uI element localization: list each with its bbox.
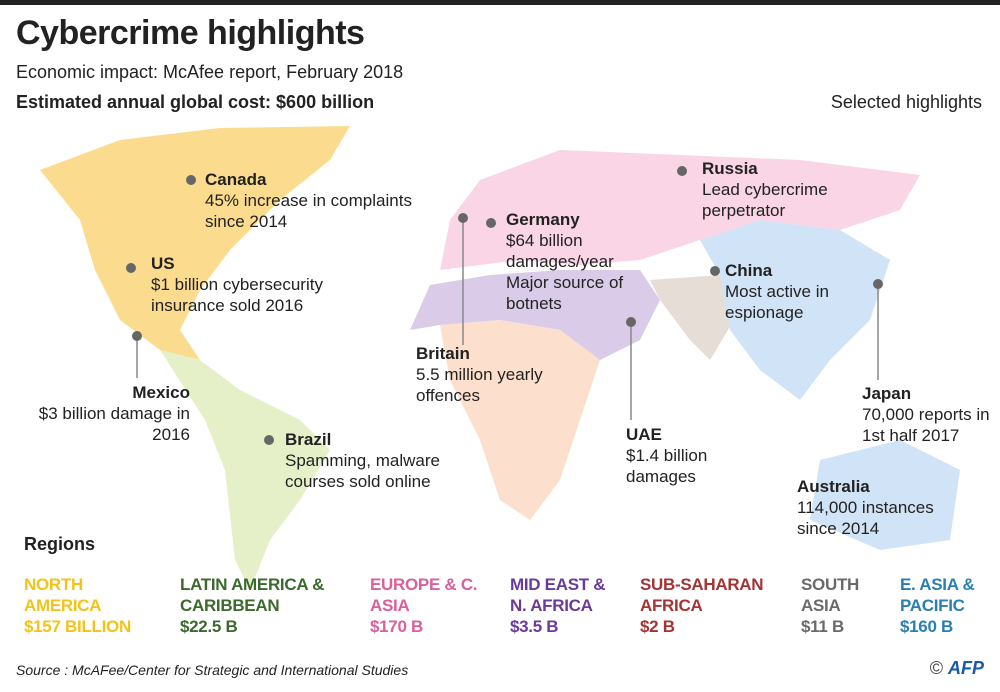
page-title: Cybercrime highlights (16, 14, 365, 52)
legend-east-asia: E. ASIA & PACIFIC $160 B (900, 575, 975, 636)
highlight-germany: Germany $64 billion damages/year Major so… (506, 210, 624, 313)
legend-latin-america: LATIN AMERICA & CARIBBEAN $22.5 B (180, 575, 325, 636)
highlight-russia: Russia Lead cybercrime perpetrator (702, 159, 828, 220)
global-cost: Estimated annual global cost: $600 billi… (16, 92, 375, 112)
marker-russia (677, 166, 687, 176)
region-mideast (410, 270, 660, 360)
top-bar (0, 0, 1000, 5)
region-south-asia (650, 275, 740, 360)
marker-china (710, 266, 720, 276)
highlight-uae: UAE $1.4 billion damages (626, 425, 708, 486)
highlight-brazil: Brazil Spamming, malware courses sold onl… (285, 430, 440, 491)
region-europe-asia (440, 150, 920, 270)
region-east-asia (700, 220, 960, 550)
highlight-canada: Canada 45% increase in complaints since 2… (205, 170, 412, 231)
legend-sub-saharan-africa: SUB-SAHARAN AFRICA $2 B (640, 575, 764, 636)
marker-uae (626, 317, 636, 327)
subtitle: Economic impact: McAfee report, February… (16, 62, 404, 82)
highlight-china: China Most active in espionage (725, 261, 829, 322)
highlight-britain: Britain 5.5 million yearly offences (416, 344, 543, 405)
legend-europe-asia: EUROPE & C. ASIA $170 B (370, 575, 478, 636)
selected-highlights-label: Selected highlights (830, 92, 982, 112)
highlight-japan: Japan 70,000 reports in 1st half 2017 (862, 384, 990, 445)
region-africa (440, 320, 600, 520)
legend-mideast: MID EAST & N. AFRICA $3.5 B (510, 575, 606, 636)
marker-us (126, 263, 136, 273)
marker-japan (873, 279, 883, 289)
afp-logo: © AFP (929, 658, 984, 678)
marker-germany (486, 218, 496, 228)
region-latin-america (160, 350, 330, 590)
region-north-america (40, 126, 350, 360)
highlight-mexico: Mexico $3 billion damage in 2016 (38, 383, 190, 444)
legend-north-america: NORTH AMERICA $157 BILLION (24, 575, 131, 636)
highlight-australia: Australia 114,000 instances since 2014 (797, 477, 934, 538)
regions-label: Regions (24, 534, 96, 554)
marker-mexico (132, 331, 142, 341)
marker-canada (186, 175, 196, 185)
highlight-us: US $1 billion cybersecurity insurance sol… (151, 254, 323, 315)
marker-britain (458, 213, 468, 223)
legend-south-asia: SOUTH ASIA $11 B (801, 575, 860, 636)
marker-brazil (264, 435, 274, 445)
source-note: Source : McAFee/Center for Strategic and… (16, 662, 409, 678)
